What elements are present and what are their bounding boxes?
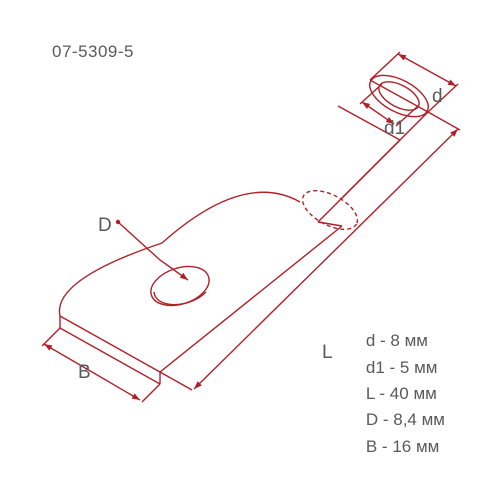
- spec-row: L - 40 мм: [366, 381, 445, 407]
- label-d1: d1: [384, 118, 405, 140]
- spec-list: d - 8 ммd1 - 5 ммL - 40 ммD - 8,4 ммB - …: [366, 328, 445, 460]
- spec-row: D - 8,4 мм: [366, 407, 445, 433]
- label-D: D: [98, 215, 112, 237]
- diagram-container: 07-5309-5 d d1 D L B d - 8 ммd1 - 5 ммL …: [0, 0, 500, 500]
- spec-row: d1 - 5 мм: [366, 355, 445, 381]
- label-B: B: [78, 362, 91, 384]
- label-L: L: [322, 342, 333, 364]
- label-d: d: [432, 86, 443, 108]
- spec-row: B - 16 мм: [366, 434, 445, 460]
- spec-row: d - 8 мм: [366, 328, 445, 354]
